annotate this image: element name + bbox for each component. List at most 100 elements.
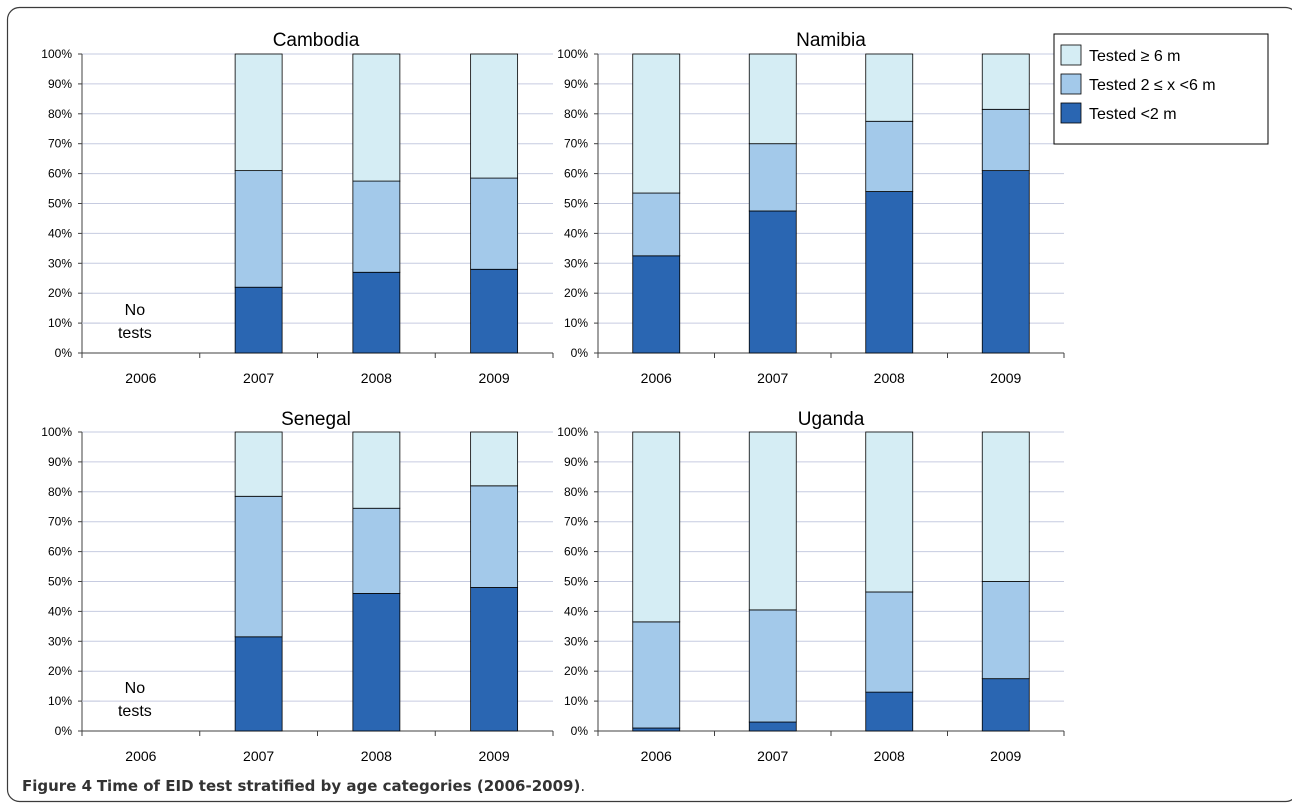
legend-label-m2to6: Tested 2 ≤ x <6 m xyxy=(1089,77,1216,94)
cambodia-bar-2008-lt2 xyxy=(352,271,401,354)
senegal-ytick-label: 70% xyxy=(48,515,72,529)
senegal-ytick-label: 10% xyxy=(48,694,72,708)
namibia-ytick-label: 80% xyxy=(564,107,588,121)
cambodia-xtick-label: 2009 xyxy=(479,370,510,386)
uganda-bar-2007-m2to6 xyxy=(748,609,797,723)
senegal-bar-2009-lt2 xyxy=(470,587,519,732)
senegal-ytick-label: 0% xyxy=(55,724,73,738)
senegal-bar-2009-m2to6 xyxy=(470,485,519,588)
namibia-ytick-label: 50% xyxy=(564,197,588,211)
namibia-ytick-label: 20% xyxy=(564,286,588,300)
senegal-ytick-label: 60% xyxy=(48,545,72,559)
uganda-bar-2009-ge6 xyxy=(981,431,1030,582)
uganda-xtick-label: 2006 xyxy=(641,748,672,764)
senegal-ytick-label: 90% xyxy=(48,455,72,469)
cambodia-bar-2009-m2to6 xyxy=(470,177,519,270)
senegal-ytick-label: 30% xyxy=(48,634,72,648)
senegal-no-tests-annotation: No xyxy=(125,680,146,697)
uganda-bar-2008-lt2 xyxy=(865,691,914,732)
cambodia-xtick-label: 2006 xyxy=(125,370,156,386)
cambodia-bar-2007-m2to6 xyxy=(234,170,283,288)
uganda-bar-2008-m2to6 xyxy=(865,591,914,693)
cambodia-bar-2007-ge6 xyxy=(234,53,283,172)
cambodia-bar-2007-lt2 xyxy=(234,286,283,354)
uganda-ytick-label: 20% xyxy=(564,664,588,678)
namibia-bar-2008-ge6 xyxy=(865,53,914,122)
namibia-bar-2006-m2to6 xyxy=(632,192,681,257)
namibia-bar-2007-m2to6 xyxy=(748,143,797,212)
namibia-ytick-label: 40% xyxy=(564,226,588,240)
senegal-ytick-label: 20% xyxy=(48,664,72,678)
namibia-bar-2007-ge6 xyxy=(748,53,797,145)
namibia-ytick-label: 90% xyxy=(564,77,588,91)
uganda-ytick-label: 60% xyxy=(564,545,588,559)
legend-label-ge6: Tested ≥ 6 m xyxy=(1089,48,1180,65)
senegal-bar-2008-m2to6 xyxy=(352,507,401,594)
namibia-ytick-label: 60% xyxy=(564,167,588,181)
uganda-bar-2006-ge6 xyxy=(632,431,681,623)
legend-box xyxy=(1053,33,1269,145)
namibia-bar-2006-ge6 xyxy=(632,53,681,194)
senegal-bar-2007-ge6 xyxy=(234,431,283,497)
uganda-ytick-label: 0% xyxy=(571,724,589,738)
cambodia-ytick-label: 70% xyxy=(48,137,72,151)
legend-swatch-lt2 xyxy=(1060,102,1082,124)
namibia-bar-2009-m2to6 xyxy=(981,108,1030,172)
figure-caption: Figure 4 Time of EID test stratified by … xyxy=(22,777,585,795)
namibia-xtick-label: 2006 xyxy=(641,370,672,386)
namibia-ytick-label: 70% xyxy=(564,137,588,151)
cambodia-no-tests-annotation: tests xyxy=(118,325,152,342)
cambodia-ytick-label: 0% xyxy=(55,346,73,360)
uganda-xtick-label: 2007 xyxy=(757,748,788,764)
uganda-bar-2007-lt2 xyxy=(748,721,797,732)
cambodia-bar-2009-lt2 xyxy=(470,268,519,354)
uganda-bar-2006-m2to6 xyxy=(632,621,681,729)
uganda-xtick-label: 2009 xyxy=(990,748,1021,764)
uganda-bar-2008-ge6 xyxy=(865,431,914,593)
uganda-ytick-label: 40% xyxy=(564,604,588,618)
namibia-ytick-label: 10% xyxy=(564,316,588,330)
uganda-ytick-label: 100% xyxy=(557,425,588,439)
caption-label: Figure 4 xyxy=(22,777,93,795)
cambodia-ytick-label: 30% xyxy=(48,256,72,270)
senegal-xtick-label: 2009 xyxy=(479,748,510,764)
cambodia-bar-2008-m2to6 xyxy=(352,180,401,273)
cambodia-ytick-label: 40% xyxy=(48,226,72,240)
cambodia-ytick-label: 20% xyxy=(48,286,72,300)
uganda-bar-2006-lt2 xyxy=(632,727,681,732)
senegal-ytick-label: 100% xyxy=(41,425,72,439)
uganda-chart-title: Uganda xyxy=(798,409,865,430)
uganda-ytick-label: 10% xyxy=(564,694,588,708)
cambodia-xtick-label: 2008 xyxy=(361,370,392,386)
senegal-bar-2008-ge6 xyxy=(352,431,401,509)
cambodia-ytick-label: 50% xyxy=(48,197,72,211)
caption-title: Time of EID test stratified by age categ… xyxy=(96,777,581,795)
namibia-xtick-label: 2008 xyxy=(874,370,905,386)
senegal-ytick-label: 40% xyxy=(48,604,72,618)
namibia-bar-2008-m2to6 xyxy=(865,120,914,192)
namibia-bar-2006-lt2 xyxy=(632,255,681,354)
namibia-bar-2007-lt2 xyxy=(748,210,797,354)
figure-border xyxy=(6,6,1292,803)
cambodia-ytick-label: 10% xyxy=(48,316,72,330)
uganda-ytick-label: 50% xyxy=(564,575,588,589)
cambodia-chart-title: Cambodia xyxy=(273,30,360,51)
senegal-bar-2009-ge6 xyxy=(470,431,519,487)
senegal-xtick-label: 2006 xyxy=(125,748,156,764)
cambodia-ytick-label: 60% xyxy=(48,167,72,181)
senegal-bar-2007-lt2 xyxy=(234,636,283,732)
uganda-ytick-label: 30% xyxy=(564,634,588,648)
caption-end: . xyxy=(580,777,586,795)
uganda-bar-2009-lt2 xyxy=(981,678,1030,732)
cambodia-no-tests-annotation: No xyxy=(125,302,146,319)
legend-label-lt2: Tested <2 m xyxy=(1089,106,1177,123)
namibia-chart-title: Namibia xyxy=(796,30,866,51)
cambodia-bar-2008-ge6 xyxy=(352,53,401,182)
senegal-xtick-label: 2008 xyxy=(361,748,392,764)
namibia-xtick-label: 2007 xyxy=(757,370,788,386)
namibia-ytick-label: 0% xyxy=(571,346,589,360)
namibia-bar-2009-lt2 xyxy=(981,170,1030,354)
senegal-bar-2007-m2to6 xyxy=(234,495,283,638)
senegal-ytick-label: 80% xyxy=(48,485,72,499)
